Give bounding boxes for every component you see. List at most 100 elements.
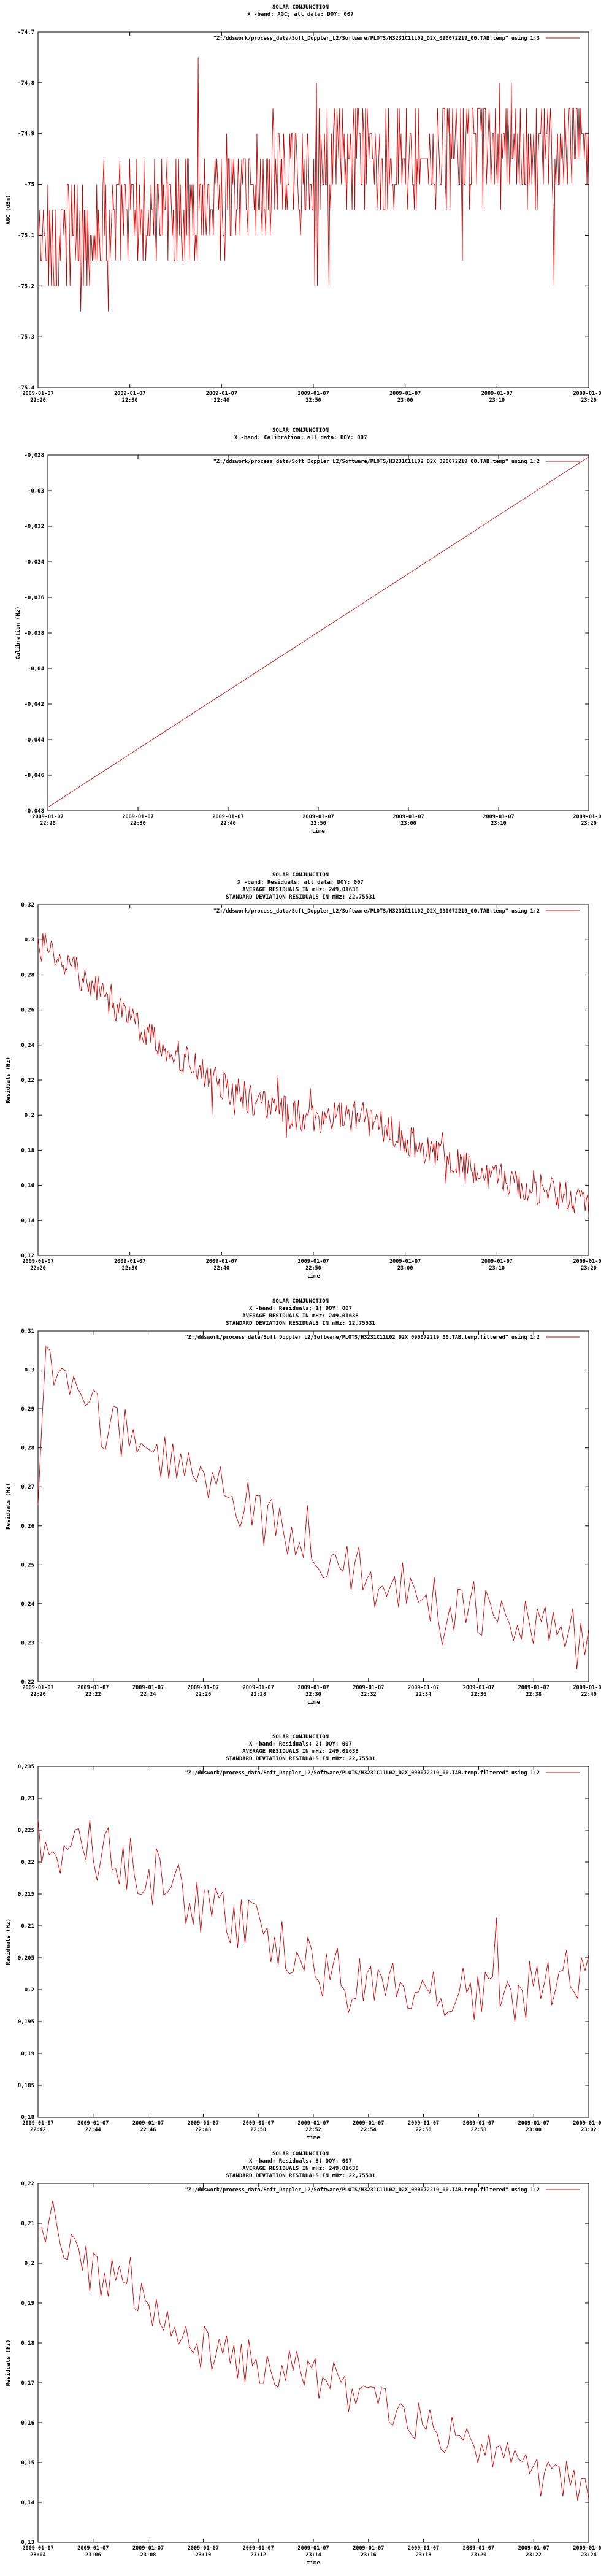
chart-title-line: STANDARD DEVIATION RESIDUALS IN mHz: 22,… [226, 1756, 375, 1762]
x-tick-time: 22:40 [214, 397, 230, 404]
y-tick-label: 0,21 [21, 1923, 34, 1930]
y-tick-label: 0,19 [21, 2301, 34, 2307]
x-tick-date: 2009-01-07 [389, 391, 421, 397]
y-tick-label: 0,26 [21, 1008, 34, 1014]
x-tick-date: 2009-01-07 [392, 814, 424, 820]
x-tick-date: 2009-01-07 [573, 2120, 601, 2126]
x-tick-time: 22:20 [30, 1265, 46, 1271]
x-tick-time: 23:22 [526, 2552, 542, 2558]
y-tick-label: -0,032 [24, 524, 44, 530]
y-tick-label: -75,3 [18, 334, 34, 340]
x-tick-date: 2009-01-07 [573, 391, 601, 397]
x-tick-date: 2009-01-07 [408, 2120, 439, 2126]
chart-title-line: AVERAGE RESIDUALS IN mHz: 249,01638 [242, 1313, 359, 1319]
x-axis-label: time [307, 1699, 320, 1706]
x-tick-time: 22:30 [130, 821, 146, 827]
x-tick-date: 2009-01-07 [132, 2120, 164, 2126]
x-tick-time: 22:20 [40, 821, 56, 827]
x-tick-time: 22:50 [310, 821, 326, 827]
y-tick-label: 0,28 [21, 1446, 34, 1452]
y-tick-label: 0,18 [21, 2115, 34, 2121]
x-tick-time: 23:12 [250, 2552, 266, 2558]
x-tick-date: 2009-01-07 [408, 1685, 439, 1691]
y-tick-label: -0,042 [24, 702, 44, 708]
x-tick-time: 23:00 [397, 397, 413, 404]
x-tick-time: 22:30 [122, 397, 138, 404]
x-tick-time: 23:14 [305, 2552, 321, 2558]
y-tick-label: 0,23 [21, 1796, 34, 1802]
x-tick-date: 2009-01-07 [297, 1685, 329, 1691]
x-tick-date: 2009-01-07 [77, 2545, 109, 2551]
x-tick-date: 2009-01-07 [132, 1685, 164, 1691]
y-tick-label: 0,185 [18, 2083, 34, 2089]
x-tick-date: 2009-01-07 [389, 1259, 421, 1265]
x-tick-date: 2009-01-07 [22, 2545, 53, 2551]
chart-title-line: X -band: Residuals; 3) DOY: 007 [249, 2158, 352, 2164]
x-tick-date: 2009-01-07 [206, 1259, 237, 1265]
x-tick-time: 22:50 [250, 2127, 266, 2133]
x-tick-time: 22:24 [140, 1692, 156, 1698]
y-tick-label: 0,19 [21, 2051, 34, 2057]
x-tick-time: 22:36 [471, 1692, 487, 1698]
plot-frame [37, 904, 589, 1256]
x-tick-date: 2009-01-07 [353, 2120, 384, 2126]
x-tick-time: 22:58 [471, 2127, 487, 2133]
x-tick-date: 2009-01-07 [212, 814, 243, 820]
y-tick-label: 0,22 [21, 2181, 34, 2187]
y-tick-label: 0,13 [21, 2540, 34, 2546]
x-tick-date: 2009-01-07 [114, 1259, 145, 1265]
x-tick-time: 22:52 [305, 2127, 321, 2133]
y-axis-label: Residuals (Hz) [5, 1483, 12, 1530]
y-tick-label: 0,16 [21, 2420, 34, 2426]
x-tick-date: 2009-01-07 [188, 1685, 219, 1691]
y-tick-label: -0,034 [24, 559, 44, 565]
x-tick-time: 22:30 [305, 1692, 321, 1698]
x-tick-date: 2009-01-07 [297, 1259, 329, 1265]
y-tick-label: -75,1 [18, 232, 34, 239]
x-tick-date: 2009-01-07 [243, 1685, 274, 1691]
y-tick-label: -74,8 [18, 80, 34, 86]
chart-title-line: AVERAGE RESIDUALS IN mHz: 249,01638 [242, 2166, 359, 2172]
x-tick-date: 2009-01-07 [573, 2545, 601, 2551]
y-tick-label: -74,7 [18, 29, 34, 36]
x-axis-label: time [307, 2559, 320, 2566]
x-tick-time: 23:10 [491, 821, 507, 827]
y-tick-label: -0,036 [24, 595, 44, 601]
chart-title-line: X -band: Residuals; 1) DOY: 007 [249, 1305, 352, 1312]
series-line [47, 456, 589, 808]
y-tick-label: -74,9 [18, 131, 34, 137]
series-line [37, 1819, 589, 2022]
chart-title-line: SOLAR CONJUNCTION [272, 1734, 329, 1740]
chart-title-line: AVERAGE RESIDUALS IN mHz: 249,01638 [242, 887, 359, 893]
x-tick-time: 22:50 [305, 397, 321, 404]
legend-label: "Z:/ddswork/process_data/Soft_Doppler_L2… [185, 1769, 540, 1776]
chart-title-line: STANDARD DEVIATION RESIDUALS IN mHz: 22,… [226, 2173, 375, 2179]
y-tick-label: 0,3 [25, 1368, 34, 1374]
x-tick-time: 23:20 [581, 1265, 597, 1271]
x-tick-time: 22:48 [196, 2127, 212, 2133]
y-tick-label: 0,24 [21, 1601, 34, 1608]
y-tick-label: -0,04 [28, 666, 45, 672]
chart-title-line: SOLAR CONJUNCTION [272, 872, 329, 878]
x-tick-date: 2009-01-07 [463, 2120, 494, 2126]
y-tick-label: -0,048 [24, 808, 44, 815]
x-tick-time: 22:56 [416, 2127, 432, 2133]
y-tick-label: 0,22 [21, 1679, 34, 1685]
chart-title-line: AVERAGE RESIDUALS IN mHz: 249,01638 [242, 1749, 359, 1755]
x-tick-time: 23:18 [416, 2552, 432, 2558]
x-tick-time: 23:02 [581, 2127, 597, 2133]
y-tick-label: 0,27 [21, 1484, 34, 1490]
x-tick-date: 2009-01-07 [122, 814, 153, 820]
x-tick-date: 2009-01-07 [297, 2545, 329, 2551]
legend-label: "Z:/ddswork/process_data/Soft_Doppler_L2… [185, 2187, 540, 2193]
y-tick-label: 0,29 [21, 1406, 34, 1413]
x-tick-time: 22:28 [250, 1692, 266, 1698]
y-tick-label: 0,18 [21, 1148, 34, 1154]
y-tick-label: 0,2 [25, 1987, 34, 1993]
x-tick-date: 2009-01-07 [483, 814, 514, 820]
y-tick-label: 0,195 [18, 2019, 34, 2025]
x-tick-time: 23:16 [361, 2552, 377, 2558]
